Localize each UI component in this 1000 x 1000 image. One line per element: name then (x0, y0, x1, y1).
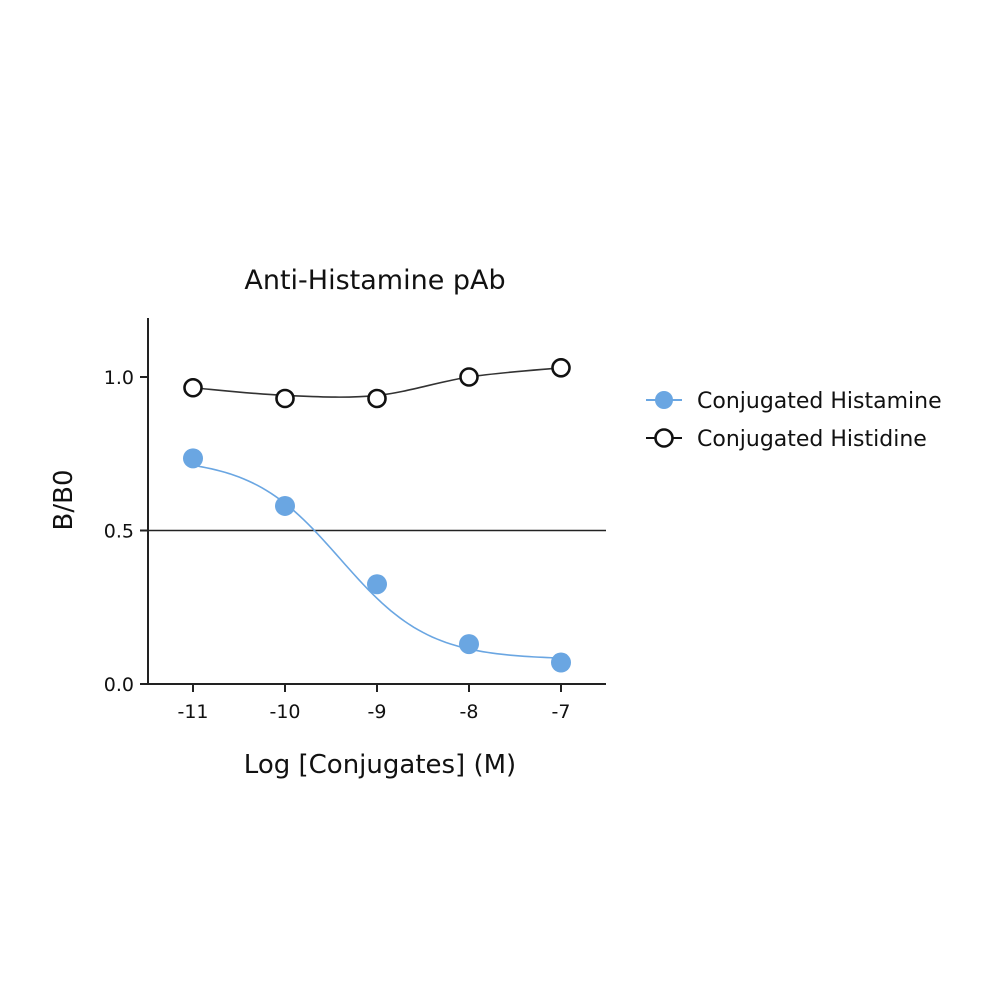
legend-label-histidine: Conjugated Histidine (697, 427, 927, 452)
data-point-series-0 (183, 448, 203, 469)
x-tick-label: -8 (460, 701, 479, 723)
data-point-series-0 (367, 574, 387, 595)
y-ticks: 0.0 0.5 1.0 (104, 367, 148, 696)
chart-title: Anti-Histamine pAb (244, 265, 505, 296)
y-axis-label: B/B0 (49, 470, 79, 531)
data-point-series-1 (183, 377, 203, 398)
data-point-series-1 (459, 367, 479, 387)
series-layer (183, 357, 571, 673)
y-tick-label: 0.5 (104, 521, 134, 543)
data-point-series-0 (551, 652, 571, 673)
y-tick-label: 1.0 (104, 367, 134, 389)
legend-marker-histamine (655, 391, 673, 409)
data-point-series-1 (551, 357, 571, 378)
legend-label-histamine: Conjugated Histamine (697, 389, 942, 414)
x-tick-label: -9 (368, 701, 387, 723)
x-tick-label: -10 (269, 701, 300, 723)
series-line-0 (192, 464, 562, 659)
x-ticks: -11 -10 -9 -8 -7 (177, 684, 570, 723)
legend-marker-histidine (654, 428, 674, 448)
x-tick-label: -11 (177, 701, 208, 723)
legend: Conjugated Histamine Conjugated Histidin… (646, 389, 942, 452)
data-point-series-1 (367, 388, 387, 409)
x-axis-label: Log [Conjugates] (M) (244, 750, 516, 780)
x-tick-label: -7 (552, 701, 571, 723)
data-point-series-0 (459, 634, 479, 655)
y-tick-label: 0.0 (104, 674, 134, 696)
data-point-series-0 (275, 495, 295, 516)
data-point-series-1 (275, 388, 295, 409)
